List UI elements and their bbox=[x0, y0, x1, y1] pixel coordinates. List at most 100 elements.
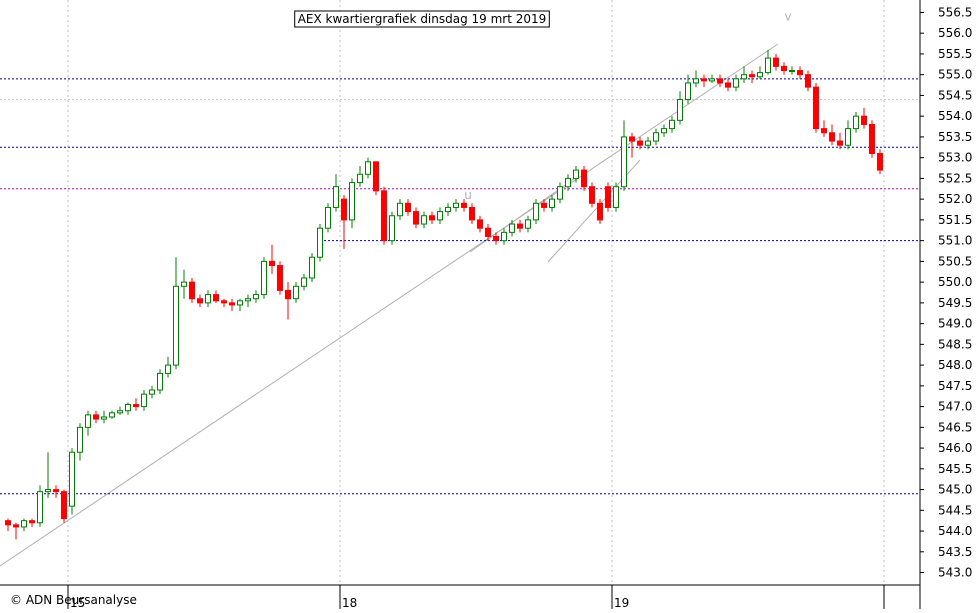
candle-body bbox=[637, 140, 643, 146]
candle-body bbox=[13, 524, 19, 528]
candle-body bbox=[485, 227, 491, 237]
y-tick-label: 546.0 bbox=[938, 441, 972, 455]
candle-body bbox=[781, 65, 787, 72]
y-tick-label: 545.0 bbox=[938, 483, 972, 497]
candle-body bbox=[661, 128, 667, 134]
y-tick-label: 550.0 bbox=[938, 275, 972, 289]
candle-body bbox=[69, 451, 75, 507]
candle-body bbox=[5, 520, 11, 526]
candle-body bbox=[189, 281, 195, 300]
candle-body bbox=[589, 186, 595, 204]
candle-body bbox=[397, 202, 403, 217]
candle-body bbox=[181, 281, 187, 287]
candle-body bbox=[157, 372, 163, 391]
candle-body bbox=[141, 393, 147, 408]
y-tick-label: 548.0 bbox=[938, 358, 972, 372]
y-tick-label: 543.5 bbox=[938, 545, 972, 559]
candle-body bbox=[453, 202, 459, 208]
candle-body bbox=[53, 489, 59, 493]
footer: © ADN Beursanalyse bbox=[10, 593, 137, 607]
candle-body bbox=[845, 128, 851, 146]
y-tick-label: 554.0 bbox=[938, 109, 972, 123]
candle-body bbox=[629, 136, 635, 142]
candle-body bbox=[445, 206, 451, 213]
candle-body bbox=[685, 82, 691, 101]
candle-body bbox=[613, 186, 619, 208]
candle-body bbox=[237, 300, 243, 306]
candle-body bbox=[837, 140, 843, 146]
y-tick-label: 545.5 bbox=[938, 462, 972, 476]
candle-body bbox=[253, 294, 259, 300]
candle-body bbox=[549, 198, 555, 208]
candle-body bbox=[437, 211, 443, 221]
candle-body bbox=[669, 119, 675, 130]
candle-body bbox=[645, 140, 651, 146]
candle-body bbox=[221, 300, 227, 304]
candle-body bbox=[45, 489, 51, 493]
candle-body bbox=[725, 82, 731, 88]
candle-body bbox=[357, 173, 363, 184]
candle-body bbox=[277, 265, 283, 291]
y-tick-label: 556.5 bbox=[938, 5, 972, 19]
y-tick-label: 553.0 bbox=[938, 151, 972, 165]
candle-body bbox=[37, 491, 43, 524]
candle-body bbox=[541, 202, 547, 208]
candle-body bbox=[29, 520, 35, 524]
candle-body bbox=[349, 182, 355, 221]
candle-body bbox=[309, 256, 315, 279]
candle-body bbox=[269, 260, 275, 267]
candle-body bbox=[573, 169, 579, 179]
candle-body bbox=[717, 78, 723, 84]
candle-body bbox=[533, 202, 539, 221]
annotation: v bbox=[784, 10, 791, 24]
candle-body bbox=[813, 86, 819, 130]
y-tick-label: 550.5 bbox=[938, 254, 972, 268]
candle-body bbox=[509, 223, 515, 233]
candle-body bbox=[821, 128, 827, 134]
y-tick-label: 549.5 bbox=[938, 296, 972, 310]
candle-body bbox=[21, 520, 27, 528]
candle-body bbox=[581, 169, 587, 188]
x-tick-label: 18 bbox=[342, 596, 357, 609]
trend-line bbox=[0, 43, 779, 567]
y-tick-label: 543.0 bbox=[938, 566, 972, 580]
candle-body bbox=[789, 70, 795, 73]
candle-body bbox=[693, 78, 699, 84]
candle-body bbox=[389, 215, 395, 242]
candle-body bbox=[205, 294, 211, 304]
x-tick-label: 15 bbox=[70, 596, 85, 609]
y-tick-label: 552.0 bbox=[938, 192, 972, 206]
candle-body bbox=[173, 285, 179, 366]
candle-body bbox=[149, 389, 155, 395]
candle-body bbox=[493, 235, 499, 242]
x-tick-label: 19 bbox=[614, 596, 629, 609]
candle-body bbox=[413, 211, 419, 225]
candle-body bbox=[125, 404, 131, 412]
candle-body bbox=[877, 153, 883, 171]
candle-body bbox=[101, 416, 107, 420]
y-tick-label: 549.0 bbox=[938, 317, 972, 331]
candle-body bbox=[85, 414, 91, 428]
candle-body bbox=[365, 161, 371, 175]
candle-body bbox=[773, 57, 779, 67]
y-tick-label: 544.5 bbox=[938, 503, 972, 517]
candle-body bbox=[133, 404, 139, 408]
annotation: u bbox=[464, 188, 472, 202]
y-tick-label: 556.0 bbox=[938, 26, 972, 40]
candle-body bbox=[525, 219, 531, 229]
candle-body bbox=[677, 99, 683, 121]
y-tick-label: 555.0 bbox=[938, 68, 972, 82]
candle-body bbox=[701, 78, 707, 82]
candle-body bbox=[61, 491, 67, 520]
candle-body bbox=[517, 223, 523, 229]
candle-body bbox=[741, 74, 747, 80]
candle-body bbox=[853, 115, 859, 130]
candle-body bbox=[501, 231, 507, 242]
candle-body bbox=[757, 72, 763, 78]
y-tick-label: 552.5 bbox=[938, 171, 972, 185]
candle-body bbox=[469, 206, 475, 221]
y-tick-label: 546.5 bbox=[938, 420, 972, 434]
candle-body bbox=[597, 202, 603, 221]
